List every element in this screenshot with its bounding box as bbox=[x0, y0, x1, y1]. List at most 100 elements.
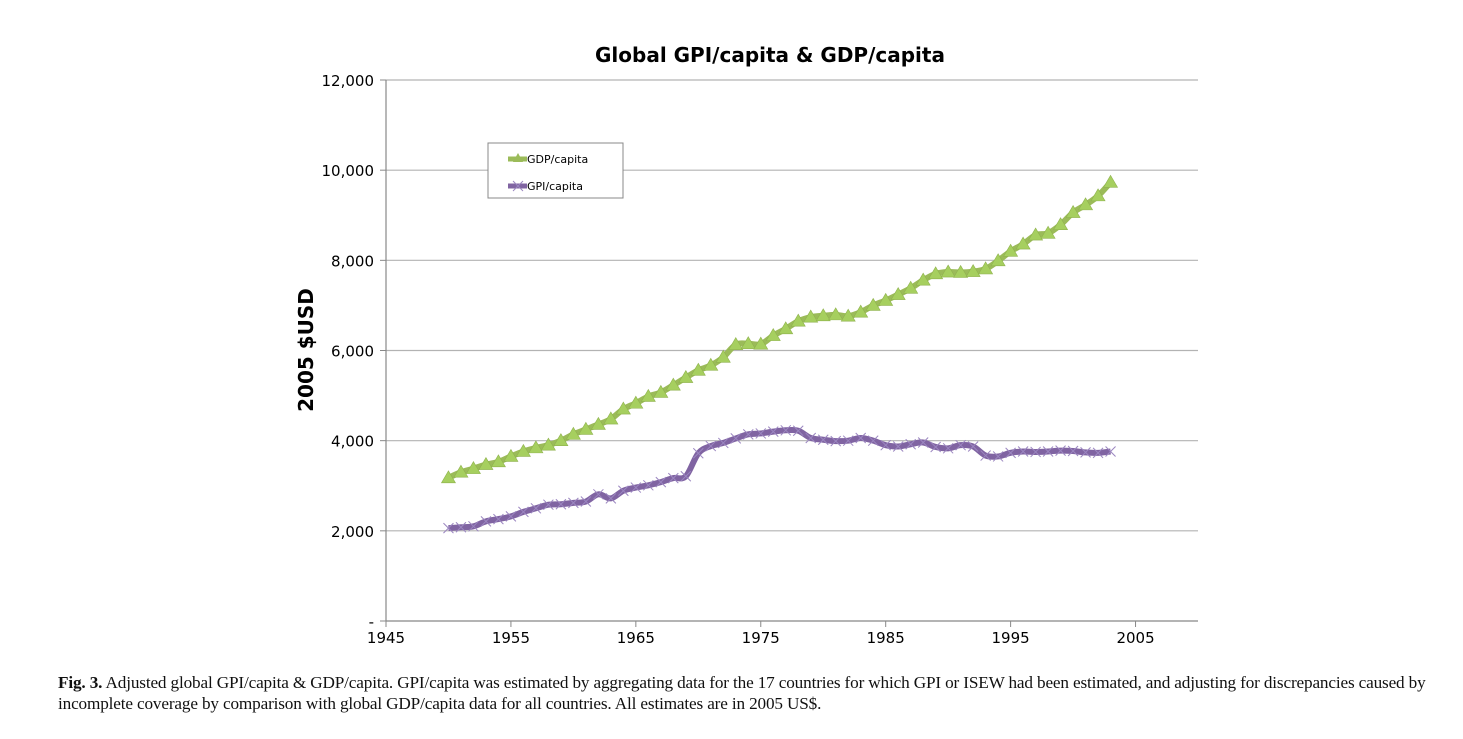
gpi-marker bbox=[880, 439, 892, 451]
gpi-marker-stroke bbox=[755, 428, 767, 439]
gdp-marker bbox=[1065, 204, 1081, 218]
legend-gdp-triangle-icon bbox=[513, 153, 523, 162]
gdp-marker bbox=[840, 308, 856, 322]
legend-item-gdp: GDP/capita bbox=[508, 153, 588, 166]
gdp-marker bbox=[765, 328, 781, 341]
gpi-marker bbox=[568, 497, 579, 509]
gpi-marker-stroke bbox=[830, 435, 842, 447]
gpi-marker bbox=[1042, 446, 1054, 457]
gpi-marker bbox=[530, 502, 542, 514]
gpi-marker bbox=[505, 511, 517, 522]
x-tick-label: 2005 bbox=[1116, 629, 1154, 647]
gpi-marker bbox=[468, 520, 479, 532]
gpi-marker-stroke bbox=[842, 435, 854, 447]
gpi-marker-stroke bbox=[593, 488, 604, 500]
gdp-marker bbox=[890, 287, 906, 300]
gdp-marker bbox=[490, 454, 506, 468]
gdp-marker bbox=[565, 426, 581, 440]
x-tick-label: 1995 bbox=[992, 629, 1030, 647]
gpi-marker bbox=[867, 435, 879, 447]
gpi-marker bbox=[767, 426, 779, 438]
gdp-marker bbox=[878, 292, 894, 306]
gpi-marker bbox=[1067, 445, 1079, 457]
y-axis-label: 2005 $USD bbox=[294, 288, 318, 412]
legend-gdp-label: GDP/capita bbox=[527, 153, 588, 166]
gpi-marker-stroke bbox=[1092, 447, 1104, 459]
gpi-marker bbox=[930, 441, 942, 453]
gpi-marker bbox=[1055, 445, 1066, 456]
gpi-marker bbox=[555, 498, 567, 510]
gdp-marker bbox=[915, 272, 931, 286]
gdp-marker bbox=[503, 448, 519, 462]
gdp-marker bbox=[928, 266, 944, 280]
gpi-marker bbox=[717, 437, 729, 449]
chart-title: Global GPI/capita & GDP/capita bbox=[595, 43, 945, 67]
gpi-marker bbox=[730, 433, 742, 444]
gdp-marker bbox=[940, 264, 956, 278]
gpi-marker-stroke bbox=[505, 511, 517, 522]
gpi-marker-stroke bbox=[468, 520, 479, 532]
gpi-marker bbox=[817, 434, 829, 446]
gpi-marker bbox=[655, 476, 667, 488]
gpi-marker bbox=[1017, 446, 1029, 457]
gdp-marker bbox=[978, 261, 994, 275]
gpi-marker bbox=[917, 437, 929, 448]
gdp-marker bbox=[853, 304, 869, 318]
axes bbox=[380, 79, 1198, 627]
gdp-marker bbox=[553, 433, 569, 446]
gpi-marker-stroke bbox=[493, 513, 504, 525]
legend-gpi-x-icon bbox=[512, 180, 524, 192]
gpi-marker-stroke bbox=[980, 450, 991, 461]
gpi-marker bbox=[967, 441, 979, 452]
gpi-marker bbox=[892, 441, 904, 452]
gdp-marker bbox=[790, 313, 806, 327]
gdp-marker bbox=[603, 411, 619, 425]
gdp-marker bbox=[1078, 197, 1094, 211]
gpi-marker bbox=[455, 521, 467, 533]
y-tick-label: 12,000 bbox=[322, 72, 375, 90]
legend-gpi-label: GPI/capita bbox=[527, 180, 583, 193]
gpi-marker-stroke bbox=[530, 502, 542, 514]
gpi-marker-stroke bbox=[455, 521, 467, 533]
gdp-marker bbox=[453, 464, 469, 478]
gpi-marker-stroke bbox=[992, 451, 1004, 462]
gpi-marker bbox=[1030, 446, 1041, 458]
gdp-marker bbox=[478, 456, 494, 470]
gdp-marker bbox=[578, 421, 594, 435]
gpi-marker bbox=[842, 435, 854, 447]
gpi-marker bbox=[705, 440, 717, 452]
gpi-marker bbox=[642, 479, 654, 491]
gpi-marker bbox=[593, 488, 604, 500]
gdp-marker bbox=[740, 336, 756, 350]
gdp-marker bbox=[465, 461, 481, 474]
gdp-marker bbox=[753, 336, 769, 350]
gpi-marker-stroke bbox=[642, 479, 654, 491]
gpi-marker bbox=[792, 425, 804, 437]
gpi-marker bbox=[830, 435, 842, 447]
gpi-marker bbox=[980, 450, 991, 461]
gdp-marker bbox=[515, 443, 531, 457]
gpi-marker-stroke bbox=[880, 439, 892, 451]
gdp-marker bbox=[440, 470, 456, 484]
gpi-marker bbox=[605, 493, 617, 504]
gpi-marker-stroke bbox=[730, 433, 742, 444]
gpi-marker-stroke bbox=[705, 440, 717, 452]
gdp-marker bbox=[715, 349, 731, 363]
caption-text: Adjusted global GPI/capita & GDP/capita.… bbox=[58, 673, 1426, 713]
gpi-marker bbox=[630, 482, 642, 493]
gpi-marker bbox=[780, 424, 792, 436]
gpi-marker-stroke bbox=[942, 442, 954, 454]
line-chart: Global GPI/capita & GDP/capita 2005 $USD… bbox=[294, 43, 1198, 647]
gdp-marker bbox=[690, 362, 706, 376]
gpi-marker-stroke bbox=[1067, 445, 1079, 457]
gpi-marker-stroke bbox=[792, 425, 804, 437]
gpi-marker-stroke bbox=[555, 498, 567, 510]
y-tick-label: 10,000 bbox=[322, 162, 375, 180]
gpi-marker-stroke bbox=[692, 447, 704, 459]
y-tick-label: 6,000 bbox=[331, 343, 374, 361]
gpi-marker-stroke bbox=[1055, 445, 1066, 456]
gpi-marker-stroke bbox=[780, 424, 792, 436]
gpi-marker bbox=[618, 485, 629, 497]
gdp-marker bbox=[628, 395, 644, 409]
gpi-marker bbox=[518, 506, 529, 518]
